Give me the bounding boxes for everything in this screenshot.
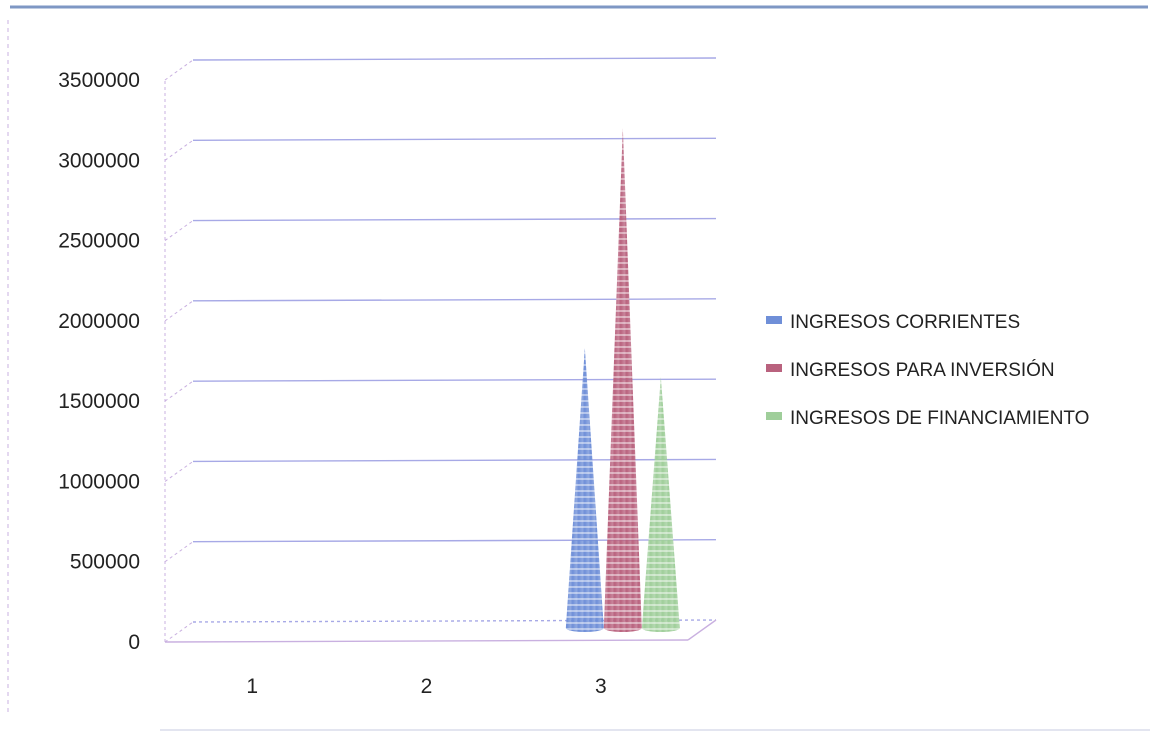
gridline-side [164,300,194,322]
y-tick-label: 1000000 [58,470,140,493]
floor-right-edge [687,619,717,641]
gridline [192,217,717,222]
y-tick-label: 1500000 [58,390,140,413]
legend-label: INGRESOS DE FINANCIAMIENTO [790,408,1089,429]
y-tick-label: 500000 [70,551,140,574]
gridline [192,458,717,463]
y-tick-label: 3500000 [58,69,140,92]
legend-label: INGRESOS PARA INVERSIÓN [790,359,1055,381]
x-tick-label: 1 [246,675,258,698]
gridline-side [164,139,194,161]
gridline-side [164,461,194,482]
gridline [192,57,717,61]
y-tick-label: 2000000 [58,310,140,333]
legend-label: INGRESOS CORRIENTES [790,312,1020,333]
gridline-side [164,59,194,81]
gridline [192,298,717,302]
x-tick-label: 3 [595,675,607,698]
cone-bar [565,348,604,632]
legend-swatch [766,412,782,420]
x-axis-line [164,639,689,643]
x-axis-tick-labels: 1 2 3 [246,675,606,698]
gridline-side [164,380,194,402]
axes [164,80,717,643]
legend: INGRESOS CORRIENTES INGRESOS PARA INVERSI… [766,312,1089,429]
y-tick-label: 2500000 [58,230,140,253]
y-tick-label: 0 [128,631,140,654]
gridline-side [164,621,194,643]
gridline-side [164,541,194,563]
gridline-side [164,220,194,241]
cone-bar [641,377,680,632]
gridline [192,378,717,382]
gridline [192,137,717,141]
cone-bar [603,128,642,632]
gridlines [164,57,717,643]
x-tick-label: 2 [421,675,433,698]
cone-bars [565,128,680,632]
legend-swatch [766,316,782,324]
y-axis-tick-labels: 0 500000 1000000 1500000 2000000 2500000 30000… [58,69,140,654]
legend-swatch [766,364,782,372]
y-tick-label: 3000000 [58,149,140,172]
